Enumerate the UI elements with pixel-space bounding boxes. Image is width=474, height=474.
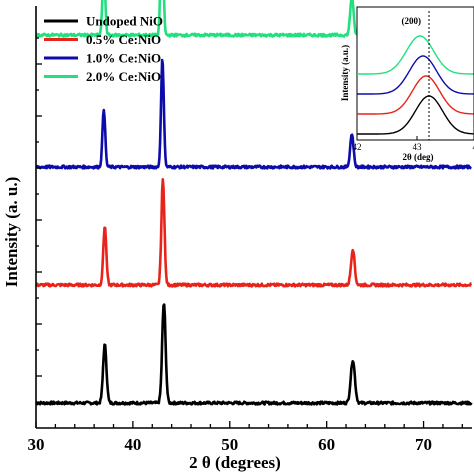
x-tick-label: 70 bbox=[415, 435, 432, 454]
legend-label: Undoped NiO bbox=[86, 14, 163, 29]
inset-peak-label: (200) bbox=[402, 16, 422, 26]
inset-series-line bbox=[357, 55, 474, 95]
inset-series-line bbox=[357, 95, 474, 135]
legend: Undoped NiO 0.5% Ce:NiO 1.0% Ce:NiO 2.0% Ce… bbox=[44, 14, 163, 84]
inset-x-tick-label: 42 bbox=[353, 142, 362, 152]
x-tick-label: 50 bbox=[221, 435, 238, 454]
inset-series-line bbox=[357, 35, 474, 75]
main-axes: 30 40 50 60 70 bbox=[28, 6, 472, 454]
series-line-1 bbox=[35, 178, 473, 288]
series-line-2 bbox=[35, 58, 473, 170]
legend-label: 0.5% Ce:NiO bbox=[86, 32, 161, 47]
legend-label: 2.0% Ce:NiO bbox=[86, 69, 161, 84]
legend-label: 1.0% Ce:NiO bbox=[86, 51, 161, 66]
inset-x-tick-label: 43 bbox=[413, 142, 423, 152]
inset-y-axis-label: Intensity (a.u.) bbox=[340, 45, 350, 101]
series-line-0 bbox=[35, 303, 473, 406]
inset-x-tick-label: 44 bbox=[473, 142, 474, 152]
x-tick-label: 30 bbox=[28, 435, 45, 454]
inset-plot: 42 43 44 2θ (deg) Intensity (a.u.) (200) bbox=[340, 6, 474, 162]
x-axis-label: 2 θ (degrees) bbox=[189, 453, 281, 472]
inset-series-line bbox=[357, 75, 474, 115]
x-tick-label: 40 bbox=[124, 435, 141, 454]
y-axis-label: Intensity (a. u.) bbox=[2, 177, 21, 288]
x-tick-label: 60 bbox=[318, 435, 335, 454]
inset-x-axis-label: 2θ (deg) bbox=[403, 152, 434, 162]
